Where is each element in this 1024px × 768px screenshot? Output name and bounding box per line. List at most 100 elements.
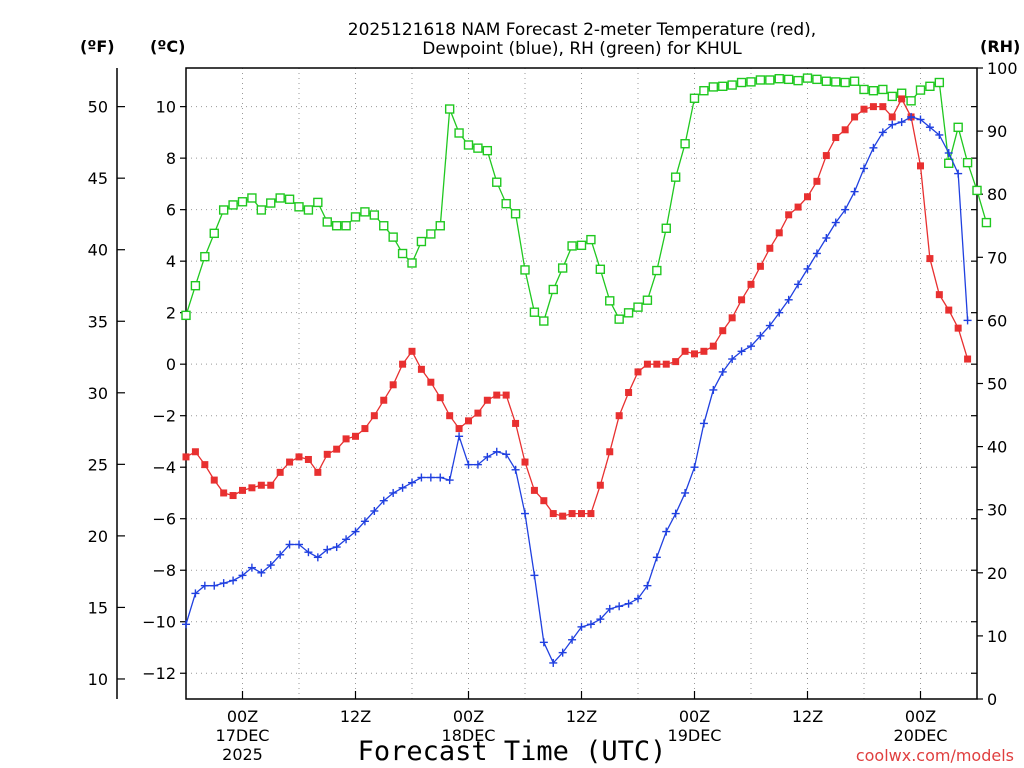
rh-point — [510, 209, 521, 219]
dewpoint-point — [794, 280, 803, 289]
rh-point — [313, 197, 323, 208]
temperature-series — [182, 95, 972, 520]
rh-point — [492, 177, 502, 187]
axes — [116, 67, 983, 700]
dewpoint-point — [869, 143, 878, 152]
fahrenheit-tick-label: 20 — [88, 527, 108, 546]
dewpoint-point — [624, 599, 633, 608]
rh-point — [887, 91, 897, 102]
dewpoint-point — [521, 509, 529, 518]
dewpoint-point — [831, 218, 840, 227]
dewpoint-point — [784, 295, 793, 304]
rh-point — [463, 140, 474, 150]
rh-point — [878, 84, 888, 95]
dewpoint-point — [285, 540, 294, 549]
temperature-point — [210, 476, 218, 484]
rh-point — [294, 202, 304, 212]
dewpoint-point — [558, 648, 567, 657]
temperature-point — [314, 468, 322, 476]
temperature-point — [738, 296, 746, 304]
rh-point — [416, 236, 427, 247]
temperature-point — [502, 391, 510, 399]
rh-point — [247, 193, 257, 203]
rh-point — [821, 76, 832, 86]
rh-point — [661, 223, 671, 233]
temperature-point — [625, 389, 633, 397]
rh-tick-label: 80 — [987, 185, 1007, 204]
temperature-point — [568, 510, 576, 518]
rh-point — [793, 75, 803, 86]
temperature-point — [917, 162, 924, 170]
rh-point — [256, 205, 267, 215]
rh-point — [944, 158, 954, 168]
temperature-point — [813, 177, 821, 185]
fahrenheit-tick-label: 50 — [88, 98, 108, 117]
celsius-tick-label: −8 — [152, 561, 176, 580]
dewpoint-point — [897, 118, 906, 127]
rh-point — [200, 251, 210, 262]
temperature-point — [549, 510, 557, 518]
rh-point — [435, 221, 445, 231]
temperature-point — [747, 280, 755, 288]
rh-tick-label: 40 — [987, 438, 1007, 457]
fahrenheit-tick-label: 35 — [88, 312, 108, 331]
dewpoint-point — [634, 594, 642, 603]
dewpoint-point — [182, 620, 190, 629]
temperature-point — [587, 510, 595, 518]
rh-point — [699, 86, 709, 96]
rh-point — [331, 221, 342, 231]
dewpoint-point — [690, 463, 699, 472]
rh-point — [614, 314, 624, 324]
temperature-point — [728, 314, 736, 322]
rh-point — [953, 122, 963, 133]
dewpoint-point — [907, 112, 916, 121]
rh-point — [906, 96, 916, 106]
temperature-point — [191, 448, 199, 456]
temperature-point — [389, 381, 397, 389]
temperature-point — [474, 409, 482, 417]
rh-point — [548, 284, 558, 295]
rh-tick-label: 100 — [987, 59, 1018, 78]
dewpoint-point — [426, 473, 435, 482]
dewpoint-series — [182, 112, 972, 667]
rh-tick-label: 50 — [987, 375, 1007, 394]
dewpoint-point — [765, 321, 774, 330]
celsius-unit-label: (ºC) — [150, 37, 185, 56]
temperature-point — [483, 396, 491, 404]
x-tick-label: 17DEC — [216, 726, 270, 745]
dewpoint-point — [803, 264, 812, 273]
dewpoint-point — [295, 540, 303, 549]
temperature-point — [775, 229, 783, 237]
temperature-point — [596, 481, 604, 489]
dewpoint-point — [549, 658, 558, 667]
rh-tick-label: 20 — [987, 564, 1007, 583]
dewpoint-point — [266, 561, 275, 570]
temperature-point — [832, 134, 840, 142]
temperature-point — [935, 291, 943, 299]
dewpoint-point — [568, 635, 577, 644]
temperature-point — [681, 347, 689, 355]
rh-point — [388, 232, 398, 242]
celsius-tick-label: 8 — [166, 149, 176, 168]
rh-point — [755, 75, 766, 85]
rh-point — [303, 205, 314, 215]
dewpoint-point — [954, 169, 963, 178]
temperature-point — [361, 425, 369, 433]
dewpoint-point — [681, 488, 690, 497]
x-tick-label: 12Z — [792, 707, 823, 726]
temperature-point — [220, 489, 228, 497]
credit-label: coolwx.com/models — [856, 746, 1014, 765]
temperature-point — [804, 193, 811, 201]
temperature-point — [370, 412, 378, 420]
temperature-point — [304, 455, 312, 463]
rh-point — [849, 76, 860, 86]
rh-point — [652, 265, 662, 276]
fahrenheit-unit-label: (ºF) — [80, 37, 115, 56]
temperature-point — [257, 481, 265, 489]
temperature-point — [756, 262, 764, 270]
dewpoint-point — [360, 517, 369, 526]
temperature-point — [512, 419, 520, 427]
x-tick-label: 20DEC — [894, 726, 948, 745]
temperature-point — [766, 244, 774, 252]
